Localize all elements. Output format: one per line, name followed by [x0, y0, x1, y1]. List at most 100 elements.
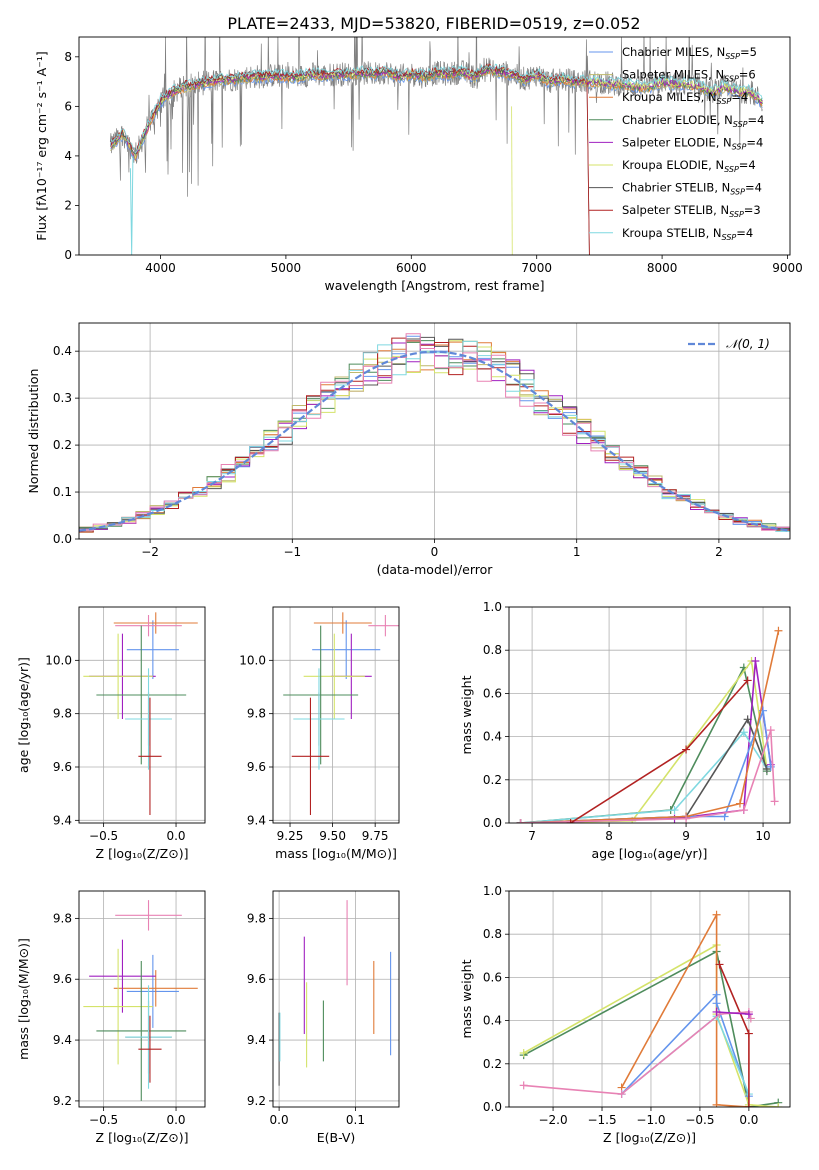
legend-label: 𝒩(0, 1): [726, 337, 770, 351]
y-tick-label: 9.6: [247, 760, 266, 774]
weight-marker: [712, 1100, 721, 1107]
y-tick-label: 0.4: [483, 1014, 502, 1028]
y-tick-label: 0.1: [53, 485, 72, 499]
x-tick-label: 10: [755, 829, 770, 843]
plot-area-weight_vs_age: [516, 626, 783, 823]
panel-weight_vs_Z: −2.0 −1.5 −1.0 −0.5 0.0 0.0 0.2 0.4 0.6 0.8 1.0 Z […: [459, 884, 791, 1145]
y-tick-label: 0.2: [483, 773, 502, 787]
weight-marker: [735, 799, 744, 808]
x-axis-label: Z [log₁₀(Z/Z⊙)]: [603, 1130, 696, 1145]
weight-marker: [519, 1049, 528, 1057]
x-axis-label: wavelength [Angstrom, rest frame]: [324, 278, 544, 293]
spectrum-model-line: [109, 65, 763, 160]
x-tick-label: −0.5: [685, 1113, 714, 1127]
normal-reference-curve: [79, 350, 790, 532]
legend-label: Salpeter MILES, NSSP=6: [622, 68, 756, 84]
x-tick-label: 9000: [772, 261, 803, 275]
panel-residuals: −2 −1 0 1 2 0.0 0.1 0.2 0.3 0.4 (data-model)/error…: [26, 322, 791, 577]
x-tick-label: −0.5: [89, 829, 118, 843]
y-tick-label: 0.4: [483, 730, 502, 744]
axes-frame: [78, 890, 206, 1108]
x-tick-label: 8000: [647, 261, 678, 275]
y-axis-label: age [log₁₀(age/yr)]: [16, 657, 31, 773]
y-tick-label: 4: [64, 149, 72, 163]
weight-marker: [774, 626, 783, 635]
weight-marker: [770, 797, 779, 806]
weight-marker: [670, 806, 679, 815]
errorbar-point: [291, 697, 330, 815]
errorbar-point: [283, 625, 359, 765]
y-tick-label: 0.6: [483, 970, 502, 984]
x-tick-label: 0: [431, 545, 439, 559]
y-axis-label: mass [log₁₀(M/M⊙)]: [16, 938, 31, 1060]
y-axis-label: mass weight: [459, 959, 474, 1038]
plot-area-weight_vs_Z: [519, 910, 783, 1107]
y-tick-label: 1.0: [483, 600, 502, 614]
axes-frame: [508, 606, 791, 824]
weight-marker: [720, 812, 729, 821]
x-tick-label: 9.50: [319, 829, 346, 843]
legend-label: Salpeter STELIB, NSSP=3: [622, 203, 761, 219]
spectrum-dip: [511, 106, 513, 255]
errorbar-point: [83, 948, 153, 1065]
weight-series: [715, 960, 753, 1107]
y-tick-label: 9.8: [53, 911, 72, 925]
x-tick-label: 6000: [396, 261, 427, 275]
x-tick-label: 0.0: [739, 1113, 758, 1127]
panel-spectrum: 4000 5000 6000 7000 8000 9000 0 2 4 6 8 wavelength …: [34, 36, 803, 293]
weight-line: [520, 658, 768, 823]
y-tick-label: 9.4: [247, 1033, 266, 1047]
weight-series: [516, 726, 779, 823]
x-tick-label: −1: [283, 545, 301, 559]
legend-label: Salpeter ELODIE, NSSP=4: [622, 135, 763, 151]
y-tick-label: 0.2: [483, 1057, 502, 1071]
errorbar-point: [115, 615, 182, 637]
x-tick-label: 2: [715, 545, 723, 559]
x-tick-label: −2.0: [538, 1113, 567, 1127]
weight-marker: [744, 1103, 753, 1107]
y-tick-label: 0.4: [53, 344, 72, 358]
weight-marker: [751, 657, 760, 665]
y-axis-label: mass weight: [459, 675, 474, 754]
weight-marker: [743, 676, 752, 685]
x-tick-label: 5000: [271, 261, 302, 275]
x-tick-label: 8: [605, 829, 613, 843]
histogram-step: [79, 337, 790, 533]
weight-line: [520, 729, 776, 823]
y-axis-label: Flux [fλ10⁻¹⁷ erg cm⁻² s⁻¹ A⁻¹]: [34, 51, 49, 240]
weight-marker: [774, 1103, 783, 1107]
axes-frame: [78, 322, 791, 540]
weight-line: [716, 1011, 749, 1015]
weight-line: [520, 730, 768, 823]
y-tick-label: 9.4: [247, 813, 266, 827]
y-tick-label: 9.8: [53, 707, 72, 721]
weight-marker: [682, 814, 691, 823]
errorbar-point: [115, 900, 182, 931]
axes-frame: [272, 606, 400, 824]
x-tick-label: 0.1: [346, 1113, 365, 1127]
y-tick-label: 9.8: [247, 911, 266, 925]
weight-marker: [715, 960, 724, 969]
x-tick-label: 0.0: [166, 1113, 185, 1127]
y-tick-label: 0: [64, 248, 72, 262]
panel-mass_vs_Z: −0.5 0.0 9.2 9.4 9.6 9.8 Z [log₁₀(Z/Z⊙)] mass […: [16, 890, 206, 1145]
legend-label: Kroupa MILES, NSSP=4: [622, 90, 748, 106]
panel-weight_vs_age: 7 8 9 10 0.0 0.2 0.4 0.6 0.8 1.0 age [log₁₀(age/yr…: [459, 600, 791, 861]
x-tick-label: 9.75: [362, 829, 389, 843]
errorbar-point: [113, 970, 198, 1007]
x-tick-label: 1: [573, 545, 581, 559]
y-axis-label: Normed distribution: [26, 369, 41, 494]
weight-line: [520, 630, 780, 823]
weight-marker: [519, 1081, 528, 1090]
weight-series: [617, 990, 753, 1101]
x-tick-label: 0.0: [270, 1113, 289, 1127]
weight-marker: [566, 819, 575, 823]
weight-marker: [739, 728, 748, 737]
weight-marker: [743, 715, 752, 724]
x-tick-label: 7: [528, 829, 536, 843]
y-tick-label: 10.0: [239, 653, 266, 667]
weight-series: [516, 706, 775, 823]
errorbar-point: [138, 697, 162, 815]
axes-frame: [272, 890, 400, 1108]
